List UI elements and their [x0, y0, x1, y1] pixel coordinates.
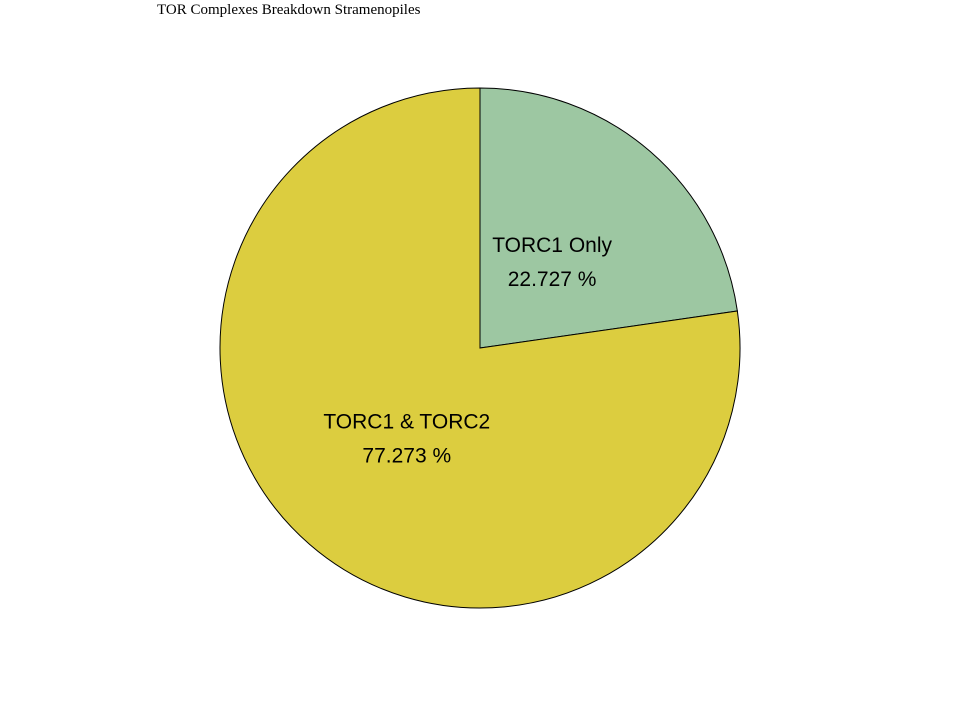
slice-label-1: TORC1 Only [492, 234, 612, 257]
pie-slice-1 [479, 87, 738, 349]
slice-value-1: 22.727 % [508, 268, 597, 291]
slice-value-2: 77.273 % [362, 444, 451, 467]
chart-title: TOR Complexes Breakdown Stramenopiles [157, 2, 421, 18]
pie-slice-2 [219, 87, 741, 609]
slice-label-2: TORC1 & TORC2 [323, 410, 490, 433]
